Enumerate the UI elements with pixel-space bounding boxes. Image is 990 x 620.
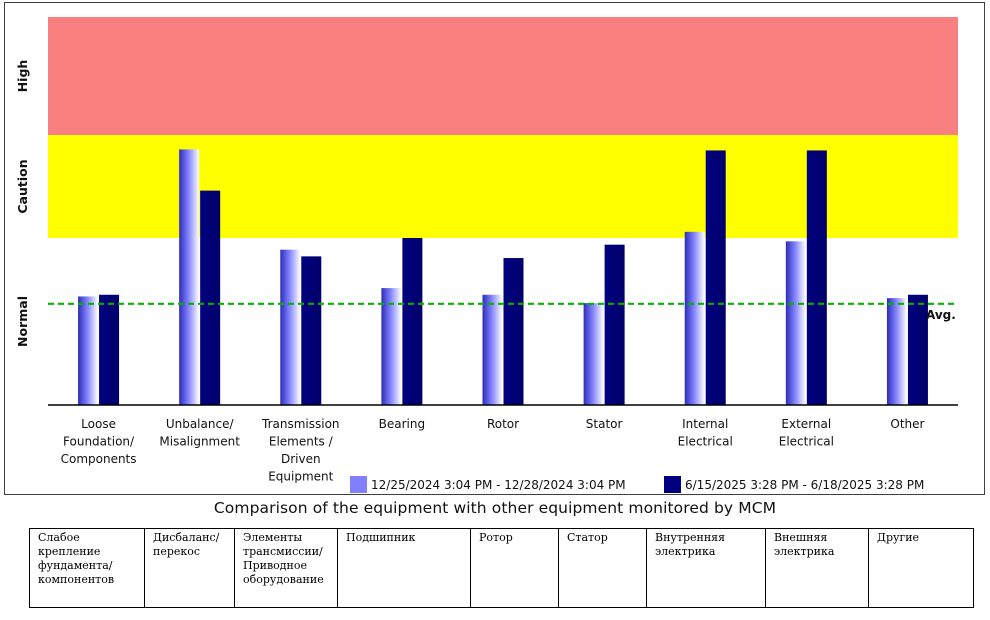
- bar: [482, 294, 503, 405]
- table-cell: Статор: [558, 528, 647, 608]
- bar: [604, 244, 625, 405]
- legend-label: 12/25/2024 3:04 PM - 12/28/2024 3:04 PM: [371, 478, 626, 492]
- bar: [381, 288, 402, 405]
- bar: [200, 190, 221, 405]
- chart-caption: Comparison of the equipment with other e…: [213, 499, 777, 517]
- average-label: Avg.: [926, 308, 956, 322]
- table-cell: Внешняя электрика: [765, 528, 869, 608]
- category-label: Transmission Elements / Driven Equipment: [261, 417, 340, 484]
- bar: [907, 294, 928, 405]
- bar: [179, 149, 200, 405]
- bar: [886, 298, 907, 405]
- bar: [705, 150, 726, 405]
- table-cell: Внутренняя электрика: [646, 528, 766, 608]
- bar: [402, 238, 423, 405]
- legend-label: 6/15/2025 3:28 PM - 6/18/2025 3:28 PM: [685, 478, 924, 492]
- zone-label-high: High: [15, 60, 30, 93]
- bar: [583, 303, 604, 405]
- category-label: Loose Foundation/Components: [61, 417, 137, 466]
- table-cell: Слабое крепление фундамента/ компонентов: [29, 528, 145, 608]
- bar: [785, 241, 806, 405]
- category-label: Internal Electrical: [678, 417, 733, 449]
- bar-chart: High Caution Normal Avg. Loose Foundation/Com…: [15, 17, 958, 493]
- zone-caution: [48, 135, 958, 238]
- chart-frame: [4, 2, 985, 495]
- legend-swatch: [664, 476, 681, 493]
- category-label: Unbalance/Misalignment: [159, 417, 240, 449]
- table-cell: Подшипник: [337, 528, 471, 608]
- category-label: Bearing: [379, 417, 425, 431]
- bar: [301, 256, 322, 405]
- category-label: Other: [890, 417, 924, 431]
- bar: [99, 294, 120, 405]
- table-cell: Ротор: [470, 528, 559, 608]
- bar: [684, 231, 705, 405]
- legend-swatch: [350, 476, 367, 493]
- category-label: Rotor: [487, 417, 519, 431]
- bar: [503, 258, 524, 405]
- zone-normal: [48, 238, 958, 405]
- zone-high: [48, 17, 958, 135]
- bar: [806, 150, 827, 405]
- table-cell: Другие: [868, 528, 974, 608]
- zone-label-normal: Normal: [15, 296, 30, 347]
- category-label: Stator: [586, 417, 623, 431]
- table-cell: Дисбаланс/ перекос: [144, 528, 235, 608]
- zone-label-caution: Caution: [15, 159, 30, 213]
- translation-table: Слабое крепление фундамента/ компонентов…: [29, 528, 974, 608]
- table-row: Слабое крепление фундамента/ компонентов…: [29, 528, 974, 608]
- category-label: External Electrical: [779, 417, 834, 449]
- bar: [78, 296, 99, 405]
- table-cell: Элементы трансмиссии/ Приводное оборудов…: [234, 528, 338, 608]
- bar: [280, 249, 301, 405]
